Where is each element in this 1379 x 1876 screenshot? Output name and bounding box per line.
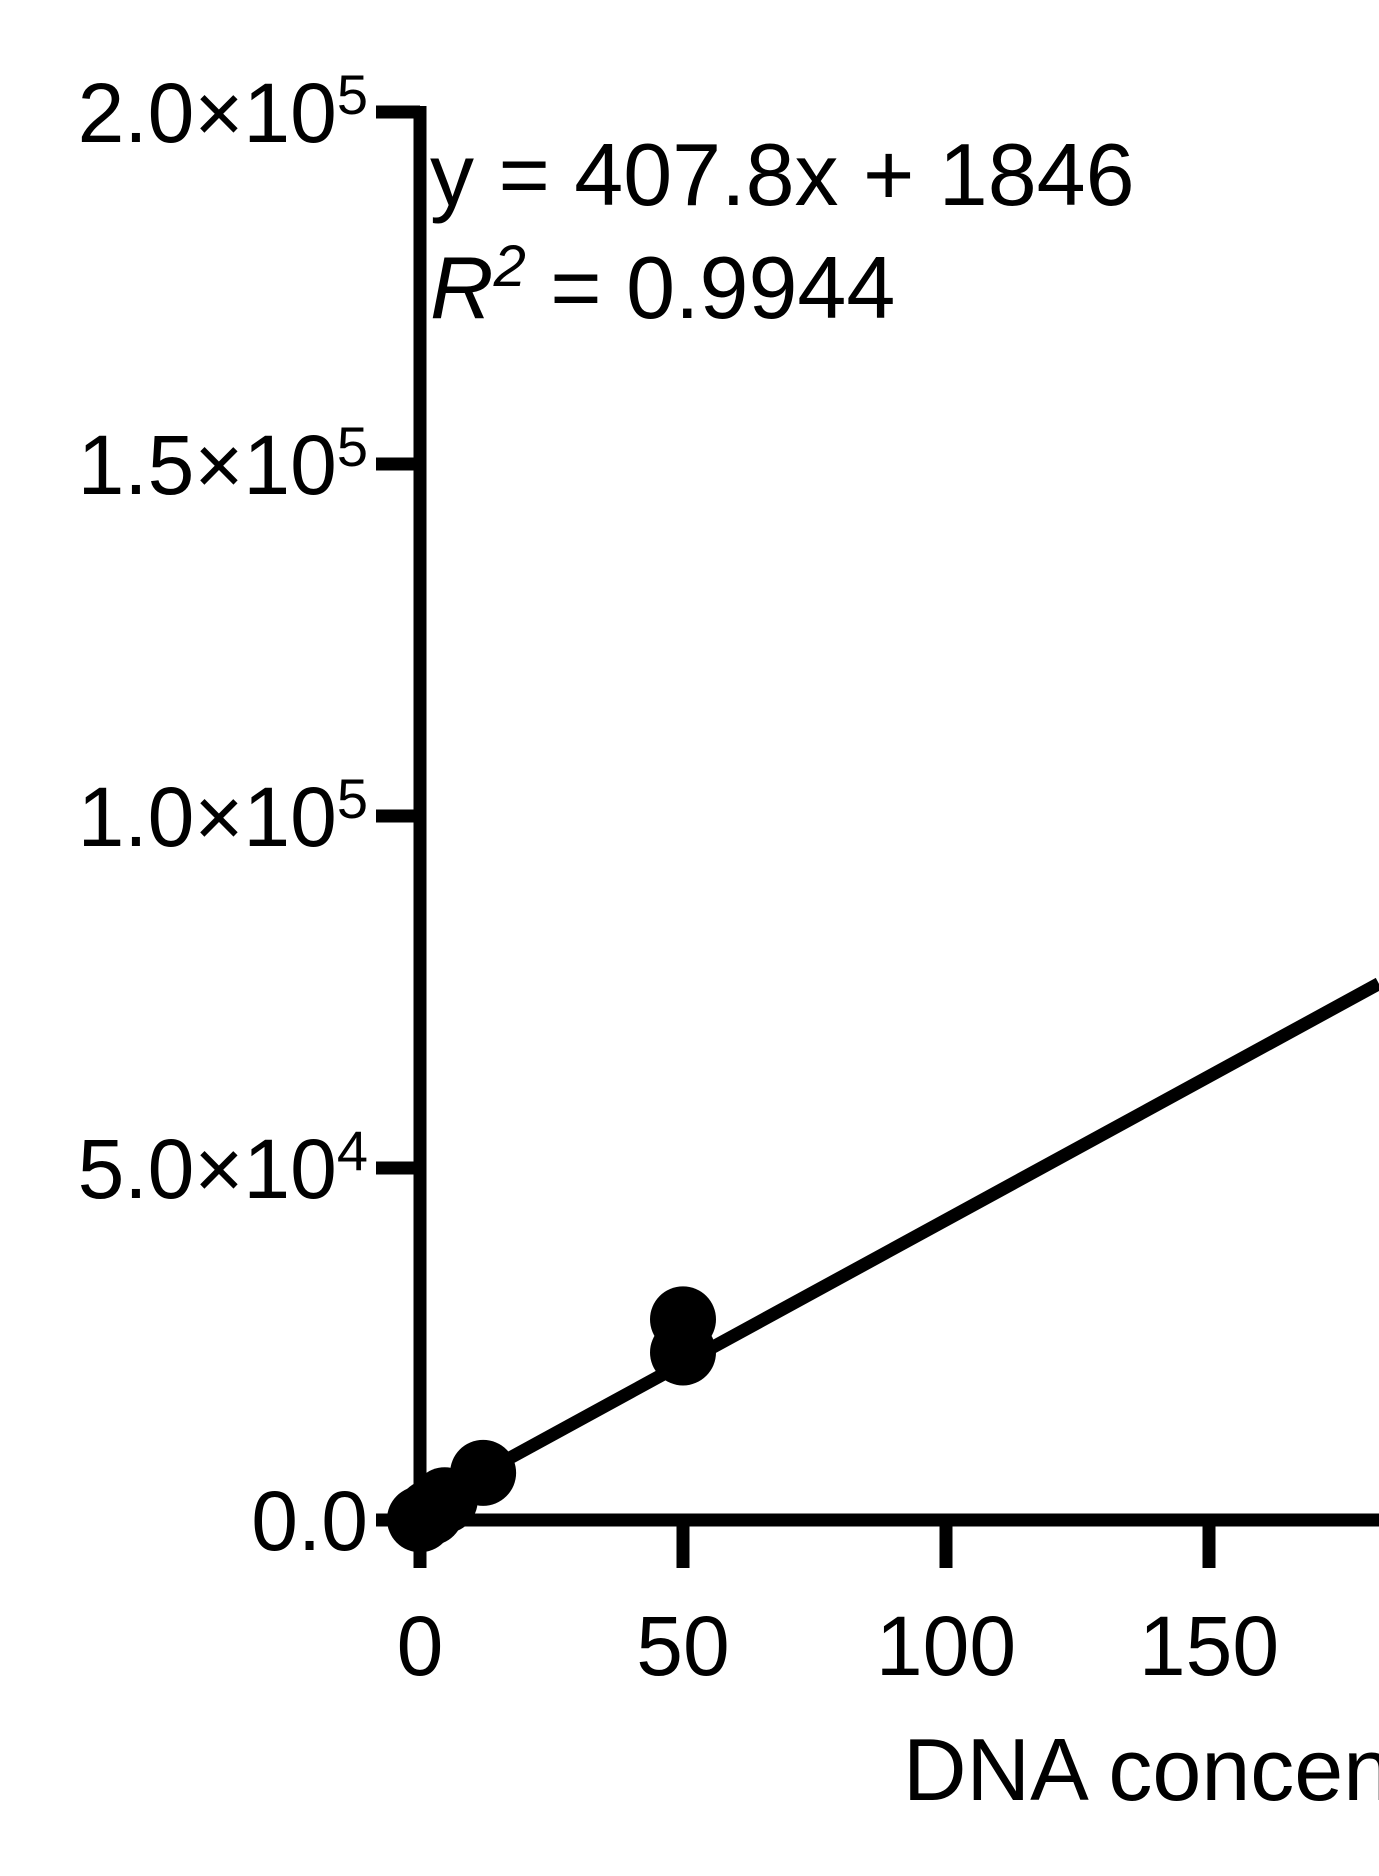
data-points-group xyxy=(387,1286,716,1553)
regression-line xyxy=(416,977,1379,1513)
axes xyxy=(376,105,1379,1568)
x-tick-labels: 0 50 100 150 xyxy=(397,1599,1279,1693)
y-tick-label: 2.0×105 xyxy=(78,63,368,160)
x-tick-label: 0 xyxy=(397,1599,444,1693)
y-tick-label: 1.5×105 xyxy=(78,415,368,512)
regression-line-group xyxy=(416,977,1379,1513)
x-tick-label: 150 xyxy=(1139,1599,1279,1693)
y-tick-labels: 0.0 5.0×104 1.0×105 1.5×105 2.0×105 xyxy=(78,63,368,1568)
y-tick-label: 5.0×104 xyxy=(78,1119,368,1216)
r-squared-text: R2 = 0.9944 xyxy=(430,234,895,337)
y-tick-label: 1.0×105 xyxy=(78,767,368,864)
data-point xyxy=(650,1286,716,1353)
data-point xyxy=(450,1439,517,1506)
x-axis-title: DNA concen xyxy=(903,1720,1379,1819)
equation-text: y = 407.8x + 1846 xyxy=(430,125,1135,224)
y-tick-label: 0.0 xyxy=(251,1474,368,1568)
x-tick-label: 100 xyxy=(876,1599,1016,1693)
x-tick-label: 50 xyxy=(636,1599,729,1693)
